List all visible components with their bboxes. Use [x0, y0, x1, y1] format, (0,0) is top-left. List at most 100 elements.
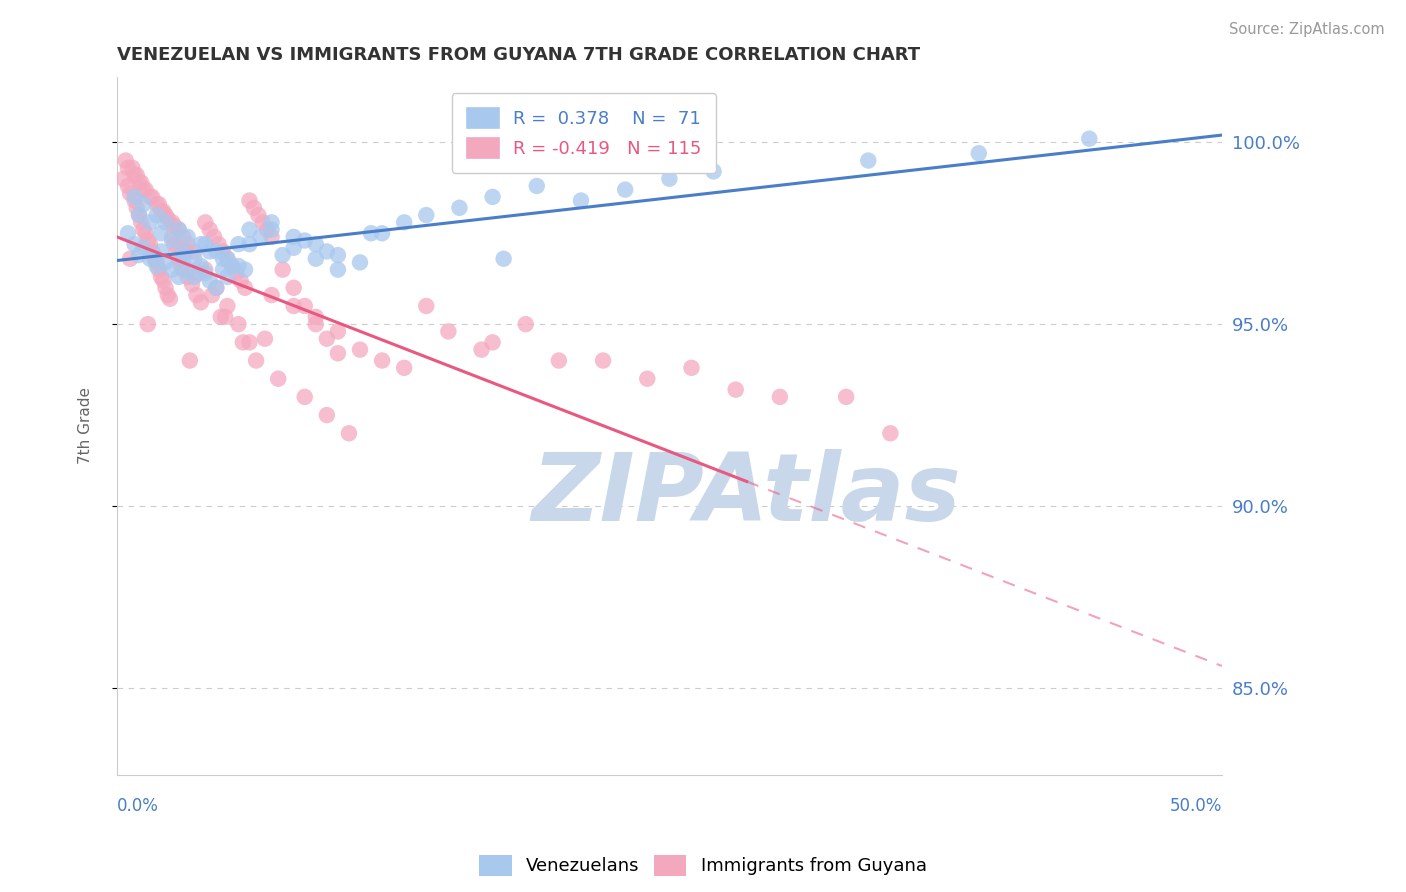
Point	[124, 168, 146, 182]
Point	[150, 269, 173, 284]
Point	[172, 262, 194, 277]
Point	[470, 343, 492, 357]
Point	[703, 164, 725, 178]
Point	[233, 281, 256, 295]
Point	[205, 281, 228, 295]
Point	[305, 310, 328, 324]
Point	[481, 190, 503, 204]
Point	[176, 237, 198, 252]
Point	[160, 230, 183, 244]
Point	[415, 299, 437, 313]
Y-axis label: 7th Grade: 7th Grade	[79, 387, 93, 465]
Legend: Venezuelans, Immigrants from Guyana: Venezuelans, Immigrants from Guyana	[472, 847, 934, 883]
Point	[256, 222, 278, 236]
Point	[238, 194, 260, 208]
Point	[155, 281, 177, 295]
Point	[294, 234, 316, 248]
Point	[283, 281, 305, 295]
Point	[156, 211, 179, 226]
Point	[315, 244, 337, 259]
Point	[260, 215, 283, 229]
Point	[114, 153, 136, 168]
Point	[724, 383, 747, 397]
Point	[221, 259, 243, 273]
Text: VENEZUELAN VS IMMIGRANTS FROM GUYANA 7TH GRADE CORRELATION CHART: VENEZUELAN VS IMMIGRANTS FROM GUYANA 7TH…	[117, 46, 920, 64]
Point	[201, 288, 224, 302]
Point	[515, 317, 537, 331]
Point	[150, 204, 173, 219]
Point	[181, 277, 204, 292]
Point	[371, 353, 394, 368]
Point	[155, 208, 177, 222]
Point	[326, 262, 349, 277]
Point	[125, 201, 148, 215]
Point	[243, 201, 266, 215]
Point	[249, 230, 271, 244]
Point	[212, 262, 235, 277]
Point	[481, 335, 503, 350]
Point	[124, 190, 146, 204]
Point	[212, 252, 235, 266]
Point	[135, 183, 157, 197]
Point	[163, 219, 186, 233]
Point	[247, 208, 270, 222]
Point	[681, 360, 703, 375]
Point	[120, 186, 142, 201]
Point	[194, 215, 217, 229]
Point	[547, 353, 569, 368]
Point	[129, 215, 152, 229]
Point	[148, 262, 170, 277]
Point	[167, 252, 190, 266]
Point	[194, 237, 217, 252]
Point	[360, 226, 382, 240]
Point	[658, 171, 681, 186]
Point	[194, 262, 217, 277]
Point	[132, 197, 155, 211]
Point	[179, 353, 201, 368]
Point	[128, 175, 150, 189]
Point	[136, 317, 159, 331]
Point	[156, 288, 179, 302]
Point	[128, 248, 150, 262]
Point	[183, 269, 205, 284]
Point	[592, 353, 614, 368]
Point	[117, 161, 139, 175]
Point	[141, 244, 163, 259]
Point	[260, 222, 283, 236]
Point	[183, 244, 205, 259]
Point	[294, 390, 316, 404]
Point	[217, 252, 239, 266]
Point	[228, 237, 250, 252]
Point	[148, 197, 170, 211]
Point	[132, 183, 155, 197]
Point	[326, 248, 349, 262]
Point	[145, 259, 167, 273]
Point	[152, 204, 174, 219]
Point	[205, 281, 228, 295]
Point	[141, 190, 163, 204]
Text: Source: ZipAtlas.com: Source: ZipAtlas.com	[1229, 22, 1385, 37]
Point	[371, 226, 394, 240]
Point	[186, 288, 208, 302]
Point	[271, 262, 294, 277]
Point	[326, 325, 349, 339]
Point	[117, 178, 139, 193]
Point	[228, 259, 250, 273]
Point	[139, 190, 162, 204]
Point	[112, 171, 135, 186]
Point	[160, 234, 183, 248]
Point	[172, 230, 194, 244]
Point	[253, 332, 276, 346]
Point	[183, 252, 205, 266]
Point	[349, 255, 371, 269]
Point	[238, 237, 260, 252]
Point	[145, 197, 167, 211]
Point	[163, 237, 186, 252]
Point	[967, 146, 990, 161]
Point	[260, 230, 283, 244]
Point	[1078, 132, 1101, 146]
Point	[449, 201, 471, 215]
Point	[198, 222, 221, 236]
Point	[124, 237, 146, 252]
Point	[155, 215, 177, 229]
